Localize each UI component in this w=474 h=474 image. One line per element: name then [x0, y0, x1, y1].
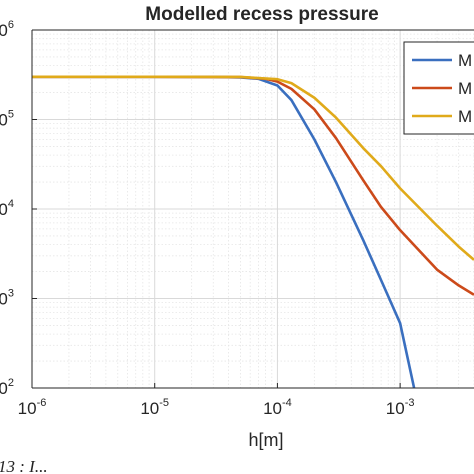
y-tick-label: 102	[0, 377, 14, 398]
chart-title: Modelled recess pressure	[145, 4, 378, 25]
x-tick-label: 10-6	[18, 397, 47, 418]
tick-labels: 10-6 10-5 10-4 10-3 106 105 104 103 102	[0, 19, 414, 418]
legend-label: M	[458, 107, 472, 126]
y-tick-label: 105	[0, 109, 14, 130]
legend: MMM	[403, 41, 474, 135]
series-line-3	[32, 75, 474, 261]
legend-label: M	[458, 79, 472, 98]
x-tick-label: 10-4	[263, 397, 292, 418]
x-tick-label: 10-5	[140, 397, 169, 418]
x-tick-label: 10-3	[386, 397, 415, 418]
y-tick-label: 106	[0, 19, 14, 40]
series-layer	[32, 75, 474, 388]
figure-caption: 13 : I...	[0, 457, 48, 474]
legend-label: M	[458, 51, 472, 70]
axes	[31, 29, 474, 389]
x-axis-label: h[m]	[248, 430, 283, 450]
y-tick-label: 104	[0, 198, 14, 219]
y-tick-label: 103	[0, 288, 14, 309]
